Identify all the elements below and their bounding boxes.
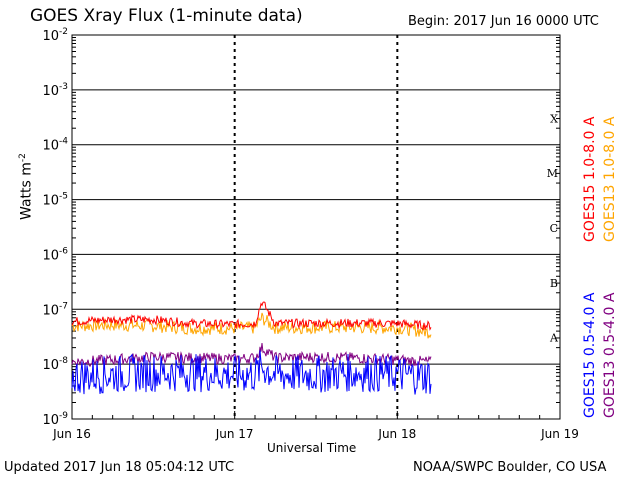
legend-entry: GOES13 0.5-4.0 A [602, 292, 618, 418]
updated-timestamp: Updated 2017 Jun 18 05:04:12 UTC [4, 460, 235, 475]
flare-class-label: C [550, 222, 558, 235]
y-tick-label: 10-7 [42, 301, 68, 318]
flare-class-label: M [547, 167, 558, 180]
legend-entry: GOES13 1.0-8.0 A [602, 116, 618, 242]
x-tick-label: Jun 19 [540, 427, 579, 441]
credit-text: NOAA/SWPC Boulder, CO USA [413, 460, 607, 475]
y-tick-label: 10-8 [42, 356, 68, 373]
y-tick-label: 10-4 [42, 137, 68, 154]
flare-class-label: X [550, 112, 558, 125]
flare-class-label: B [550, 277, 558, 290]
legend-entry: GOES15 1.0-8.0 A [582, 116, 598, 242]
y-tick-label: 10-5 [42, 192, 68, 209]
chart-title: GOES Xray Flux (1-minute data) [30, 6, 303, 26]
x-tick-label: Jun 18 [377, 427, 416, 441]
y-tick-label: 10-2 [42, 27, 68, 44]
begin-time: Begin: 2017 Jun 16 0000 UTC [408, 14, 599, 29]
series-0-line [71, 301, 432, 331]
legend-entry: GOES15 0.5-4.0 A [582, 292, 598, 418]
x-axis-title: Universal Time [267, 441, 357, 455]
series-2-line [71, 350, 432, 395]
y-tick-label: 10-9 [42, 411, 68, 428]
x-tick-label: Jun 16 [52, 427, 91, 441]
x-tick-label: Jun 17 [215, 427, 254, 441]
flare-class-label: A [549, 332, 559, 345]
y-tick-label: 10-3 [42, 82, 68, 99]
y-tick-label: 10-6 [42, 246, 68, 263]
